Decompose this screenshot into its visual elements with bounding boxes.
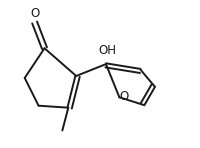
Text: O: O xyxy=(30,7,39,20)
Text: O: O xyxy=(120,90,129,103)
Text: OH: OH xyxy=(98,44,116,57)
